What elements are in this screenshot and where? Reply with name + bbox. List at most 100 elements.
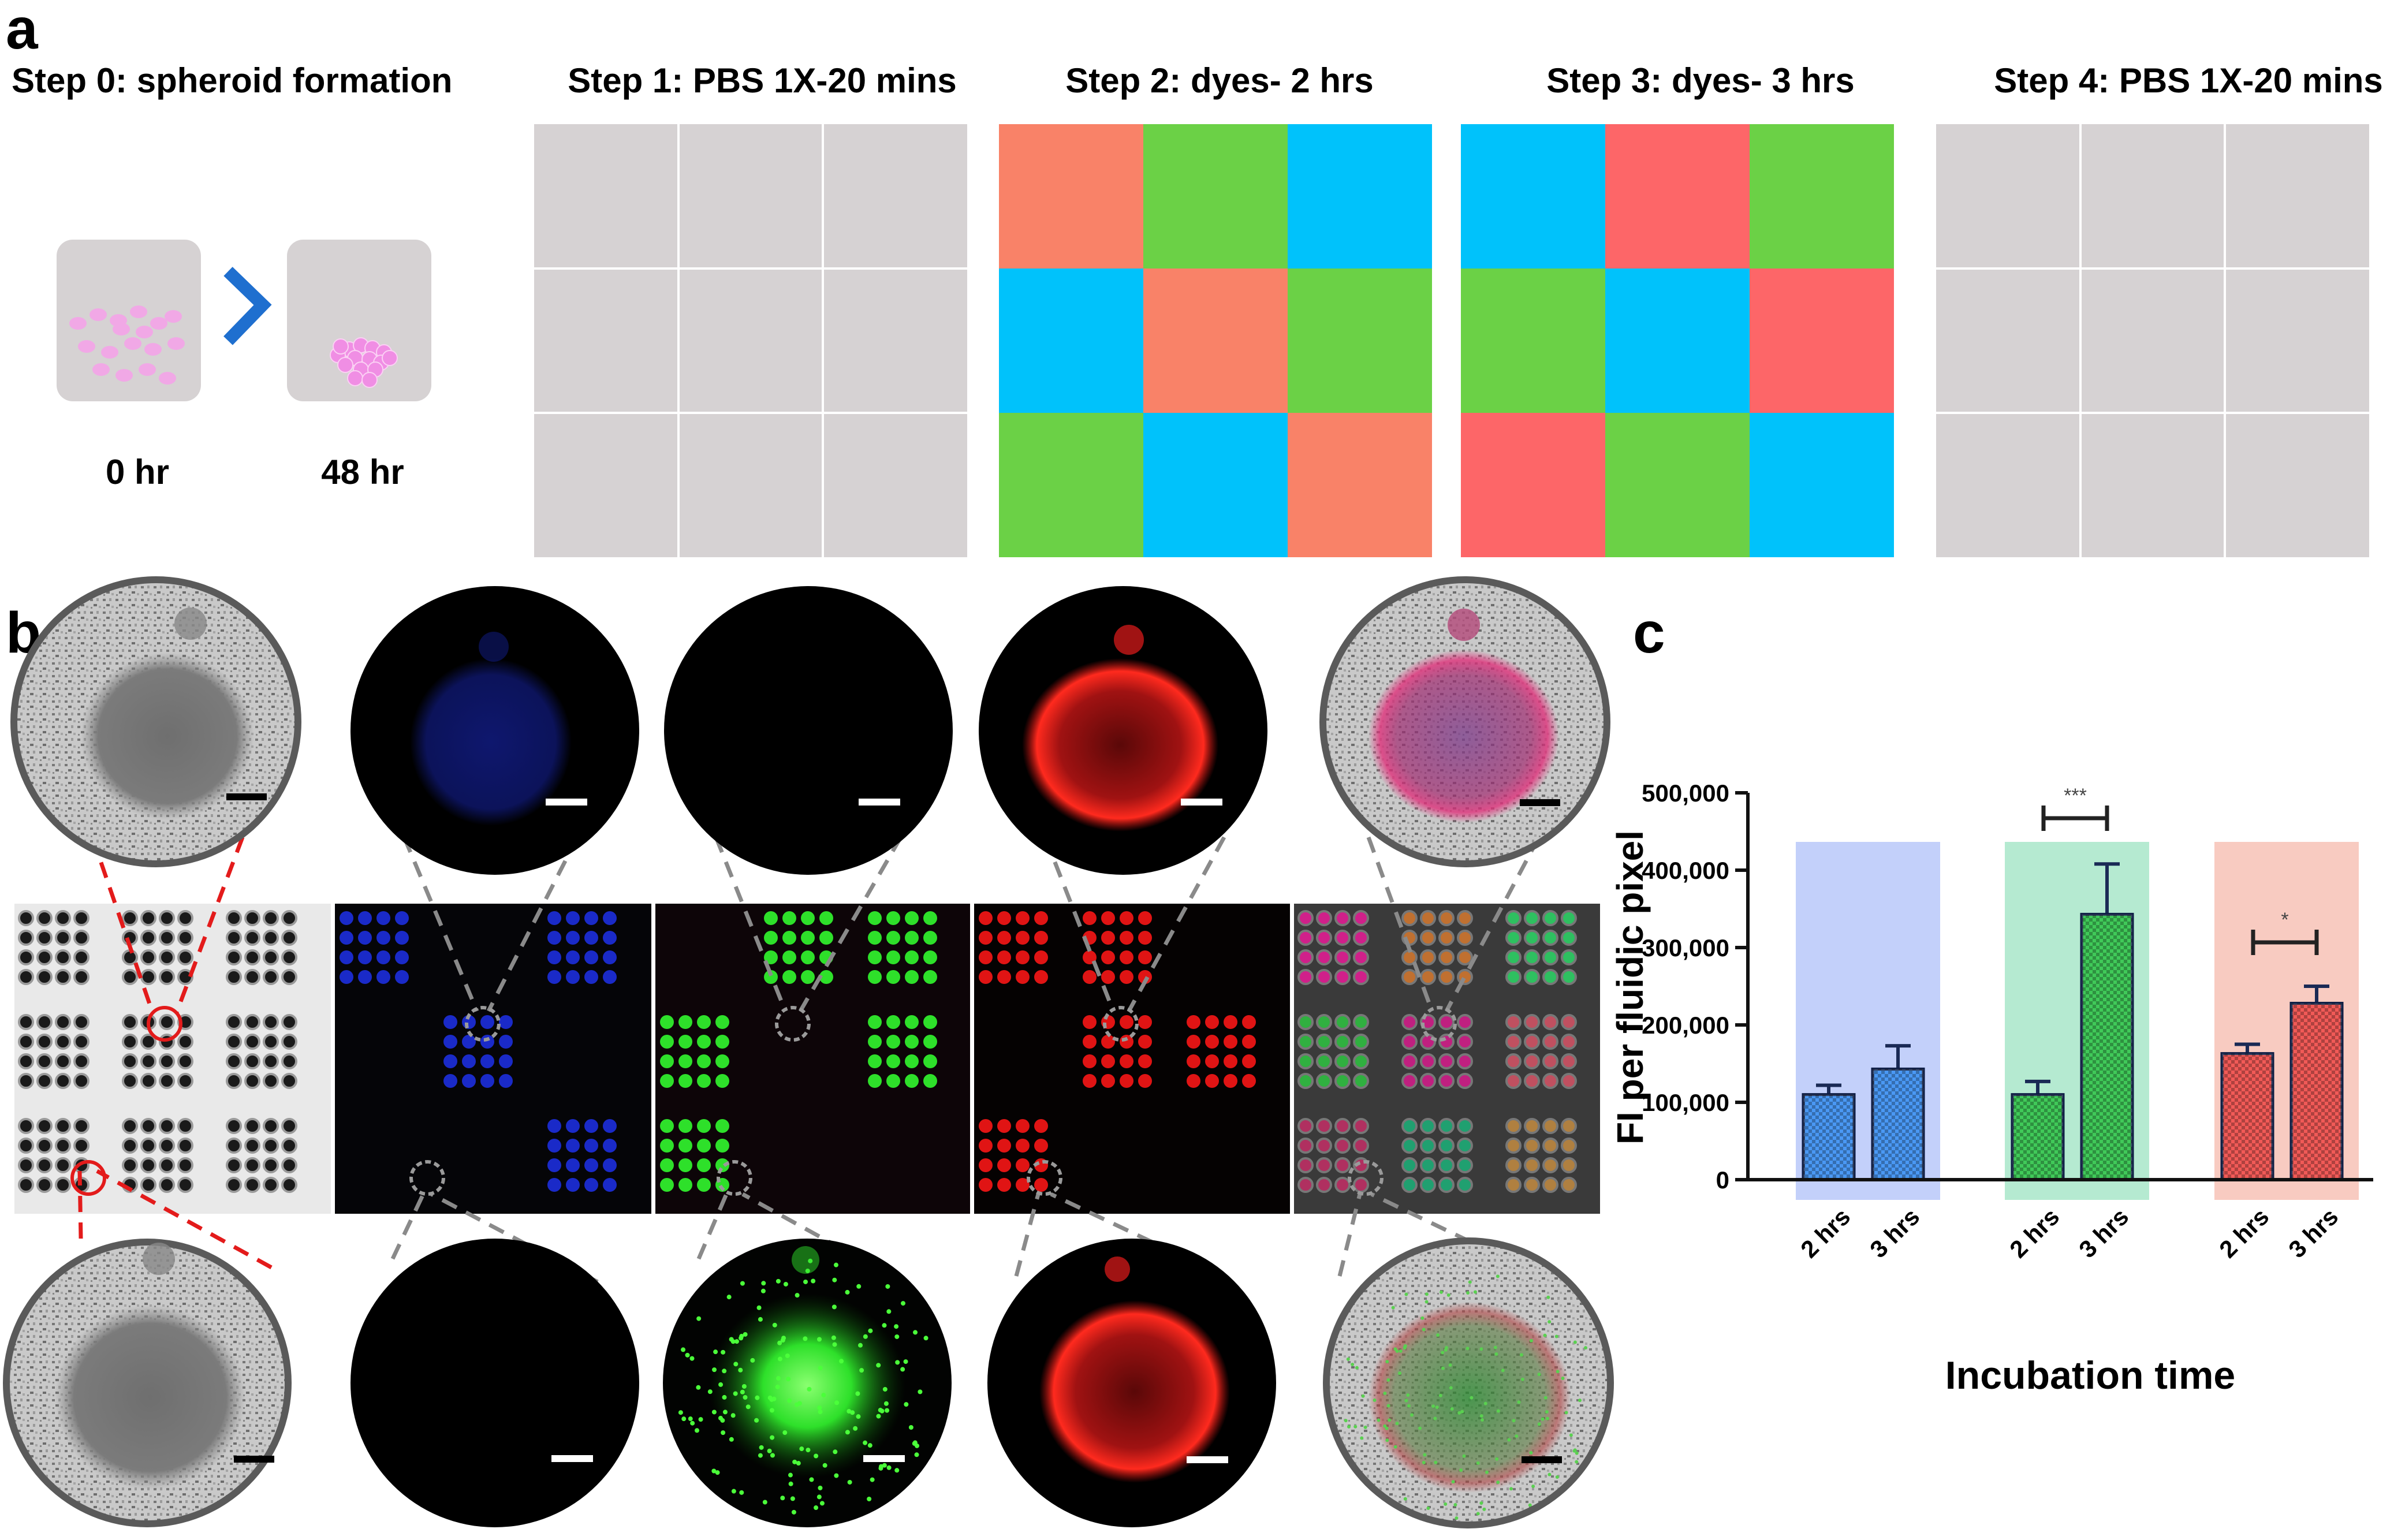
array-well <box>18 1118 34 1134</box>
array-well <box>1334 1177 1351 1193</box>
array-well <box>1457 1177 1473 1193</box>
particle <box>729 1437 734 1442</box>
step1-title: Step 1: PBS 1X-20 mins <box>568 61 957 100</box>
array-well <box>868 931 882 945</box>
zoom-marker <box>1421 1006 1457 1042</box>
array-well <box>603 970 617 984</box>
micrograph-blue-bottom <box>350 1239 639 1527</box>
array-well <box>886 1035 900 1049</box>
particle <box>1466 1347 1470 1351</box>
array-well <box>159 1053 175 1069</box>
particle <box>1385 1426 1389 1430</box>
array-well <box>660 1054 674 1068</box>
particle <box>1575 1451 1579 1455</box>
zoom-marker <box>1348 1160 1384 1196</box>
array-well <box>1524 1138 1540 1154</box>
array-well <box>159 949 175 965</box>
array-well <box>55 1053 71 1069</box>
zoom-line <box>77 1170 83 1239</box>
array-well <box>1316 910 1332 926</box>
array-well <box>73 1118 90 1134</box>
array-well <box>1034 950 1048 964</box>
particle <box>722 1369 727 1374</box>
particle <box>853 1426 858 1431</box>
array-well <box>1120 1015 1133 1029</box>
particle <box>690 1420 695 1426</box>
particle <box>1460 1410 1464 1414</box>
array-well <box>443 1015 457 1029</box>
array-well <box>868 911 882 925</box>
particle <box>726 1295 732 1300</box>
array-well <box>547 931 561 945</box>
array-well <box>1334 1157 1351 1173</box>
array-well <box>603 1158 617 1172</box>
array-well <box>1420 930 1436 946</box>
particle <box>777 1340 782 1345</box>
array-well <box>36 1157 53 1173</box>
array-well <box>55 1034 71 1050</box>
well-cell <box>534 413 678 557</box>
cell <box>337 357 353 373</box>
zoom-line <box>1127 836 1226 1012</box>
array-well <box>923 970 937 984</box>
array-well <box>1505 1073 1522 1089</box>
zoom-marker <box>70 1160 106 1196</box>
step2-well-grid <box>999 124 1432 557</box>
x-tick-label: 3 hrs <box>2283 1203 2343 1263</box>
particle <box>743 1332 748 1337</box>
array-well <box>1457 930 1473 946</box>
array-well <box>159 930 175 946</box>
array-well <box>140 1138 156 1154</box>
array-well <box>1083 1054 1097 1068</box>
array-well <box>1401 1034 1418 1050</box>
array-well <box>1457 1034 1473 1050</box>
particle <box>832 1342 837 1347</box>
array-well <box>1561 1157 1577 1173</box>
array-well <box>358 950 372 964</box>
particle <box>1449 1386 1453 1390</box>
particle <box>1573 1448 1577 1452</box>
particle <box>1547 1320 1552 1324</box>
cell <box>69 317 87 330</box>
cell <box>92 363 110 376</box>
array-well <box>782 970 796 984</box>
particle <box>817 1405 822 1410</box>
array-well <box>281 1034 297 1050</box>
array-well <box>1353 1053 1369 1069</box>
particle <box>1537 1373 1541 1377</box>
well-cell <box>2080 269 2225 413</box>
particle <box>782 1430 788 1435</box>
array-well <box>36 969 53 985</box>
particle <box>792 1459 797 1464</box>
particle <box>876 1414 881 1419</box>
particle <box>1386 1404 1390 1408</box>
particle <box>1344 1419 1348 1423</box>
array-well <box>1316 969 1332 985</box>
array-well <box>1120 1074 1133 1088</box>
array-well <box>603 911 617 925</box>
array-well <box>263 1014 279 1030</box>
particle <box>1541 1417 1545 1421</box>
particle <box>787 1398 792 1403</box>
array-well <box>55 949 71 965</box>
array-well <box>1205 1035 1219 1049</box>
array-well <box>73 910 90 926</box>
array-well <box>715 1015 729 1029</box>
array-well <box>997 950 1011 964</box>
array-well <box>1524 1034 1540 1050</box>
particle <box>711 1410 717 1415</box>
y-tick-label: 100,000 <box>1642 1089 1729 1116</box>
particle <box>1385 1438 1389 1442</box>
array-well <box>1334 969 1351 985</box>
particle <box>1385 1360 1389 1364</box>
array-well <box>281 910 297 926</box>
particle <box>738 1367 743 1373</box>
particle <box>821 1393 826 1398</box>
array-well <box>566 1139 580 1153</box>
particle <box>1494 1352 1498 1356</box>
particle <box>780 1496 785 1501</box>
array-well <box>281 949 297 965</box>
array-well <box>55 1014 71 1030</box>
particle <box>868 1328 873 1333</box>
array-well <box>376 931 390 945</box>
